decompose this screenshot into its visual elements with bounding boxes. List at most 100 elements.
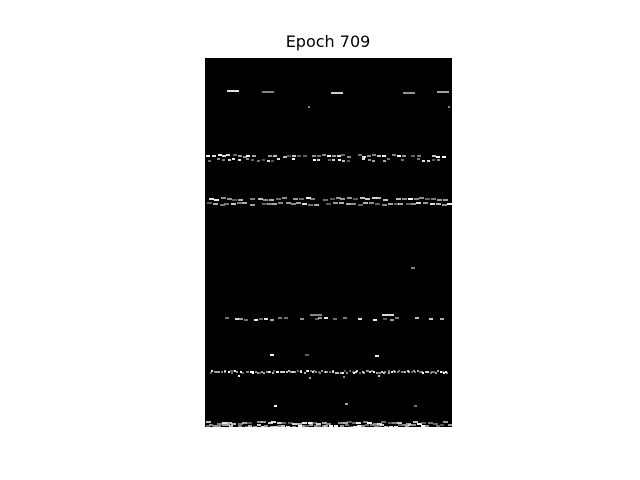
image-pixel	[317, 425, 321, 427]
image-pixel	[329, 425, 333, 427]
image-pixel	[261, 421, 266, 423]
image-pixel	[392, 422, 397, 424]
image-pixel	[230, 370, 232, 372]
image-pixel	[443, 372, 445, 374]
image-pixel	[226, 424, 230, 426]
image-pixel	[382, 155, 386, 157]
image-pixel	[322, 154, 326, 156]
image-pixel	[442, 204, 447, 206]
image-pixel	[331, 92, 343, 94]
image-pixel	[408, 424, 412, 426]
image-pixel	[367, 155, 371, 157]
image-pixel	[367, 422, 372, 424]
image-pixel	[314, 425, 318, 427]
image-pixel	[262, 203, 267, 205]
image-pixel	[341, 154, 345, 156]
image-pixel	[262, 91, 274, 93]
image-pixel	[290, 371, 292, 373]
image-pixel	[206, 155, 210, 157]
image-pixel	[224, 370, 226, 372]
image-pixel	[270, 354, 274, 356]
image-pixel	[414, 405, 417, 407]
image-pixel	[329, 371, 331, 373]
image-pixel	[257, 424, 261, 426]
image-pixel	[246, 155, 250, 157]
image-pixel	[332, 159, 335, 161]
image-pixel	[326, 203, 331, 205]
image-pixel	[222, 159, 225, 161]
image-pixel	[387, 158, 390, 160]
image-pixel	[220, 204, 225, 206]
image-pixel	[305, 425, 309, 427]
image-pixel	[246, 158, 249, 160]
image-pixel	[337, 155, 341, 157]
image-pixel	[238, 155, 242, 157]
image-pixel	[358, 318, 362, 320]
image-pixel	[255, 371, 257, 373]
image-pixel	[254, 319, 258, 321]
image-pixel	[437, 199, 442, 201]
image-pixel	[296, 202, 301, 204]
image-pixel	[349, 370, 351, 372]
image-pixel	[383, 199, 388, 201]
image-pixel	[310, 370, 312, 372]
image-pixel	[362, 158, 365, 160]
image-pixel	[292, 158, 295, 160]
image-pixel	[381, 371, 383, 373]
image-pixel	[342, 372, 344, 374]
image-pixel	[340, 425, 344, 427]
image-pixel	[373, 371, 375, 373]
image-pixel	[338, 159, 341, 161]
image-pixel	[211, 370, 213, 372]
image-pixel	[264, 425, 268, 427]
image-pixel	[419, 197, 424, 199]
image-pixel	[227, 198, 232, 200]
image-pixel	[266, 371, 268, 373]
image-pixel	[257, 372, 259, 374]
image-pixel	[328, 159, 331, 161]
image-pixel	[310, 198, 315, 200]
image-pixel	[308, 204, 313, 206]
image-pixel	[228, 371, 230, 373]
image-pixel	[240, 371, 242, 373]
image-pixel	[363, 421, 368, 423]
image-pixel	[411, 203, 416, 205]
image-pixel	[245, 426, 249, 427]
image-pixel	[247, 422, 252, 424]
image-pixel	[273, 370, 275, 372]
image-pixel	[283, 156, 287, 158]
image-pixel	[427, 371, 429, 373]
image-pixel	[347, 197, 352, 199]
image-pixel	[343, 317, 347, 319]
image-pixel	[347, 156, 351, 158]
image-pixel	[250, 204, 255, 206]
image-pixel	[353, 426, 357, 427]
image-pixel	[278, 202, 283, 204]
image-pixel	[244, 319, 248, 321]
image-pixel	[379, 372, 381, 374]
image-pixel	[238, 199, 243, 201]
image-pixel	[281, 371, 283, 373]
image-pixel	[382, 314, 394, 316]
image-pixel	[422, 160, 425, 162]
image-pixel	[440, 424, 444, 426]
image-pixel	[377, 372, 379, 374]
image-pixel	[300, 371, 302, 373]
image-pixel	[448, 424, 452, 426]
image-pixel	[402, 155, 406, 157]
image-pixel	[250, 198, 255, 200]
image-pixel	[231, 423, 236, 425]
image-pixel	[397, 155, 401, 157]
image-pixel	[297, 155, 301, 157]
image-pixel	[417, 370, 419, 372]
image-pixel	[218, 371, 220, 373]
image-pixel	[272, 203, 277, 205]
image-pixel	[412, 424, 416, 426]
image-pixel	[377, 423, 382, 425]
image-pixel	[345, 424, 349, 426]
image-pixel	[259, 372, 261, 374]
image-pixel	[377, 425, 381, 427]
image-pixel	[270, 319, 274, 321]
image-pixel	[351, 203, 356, 205]
image-pixel	[208, 160, 211, 162]
